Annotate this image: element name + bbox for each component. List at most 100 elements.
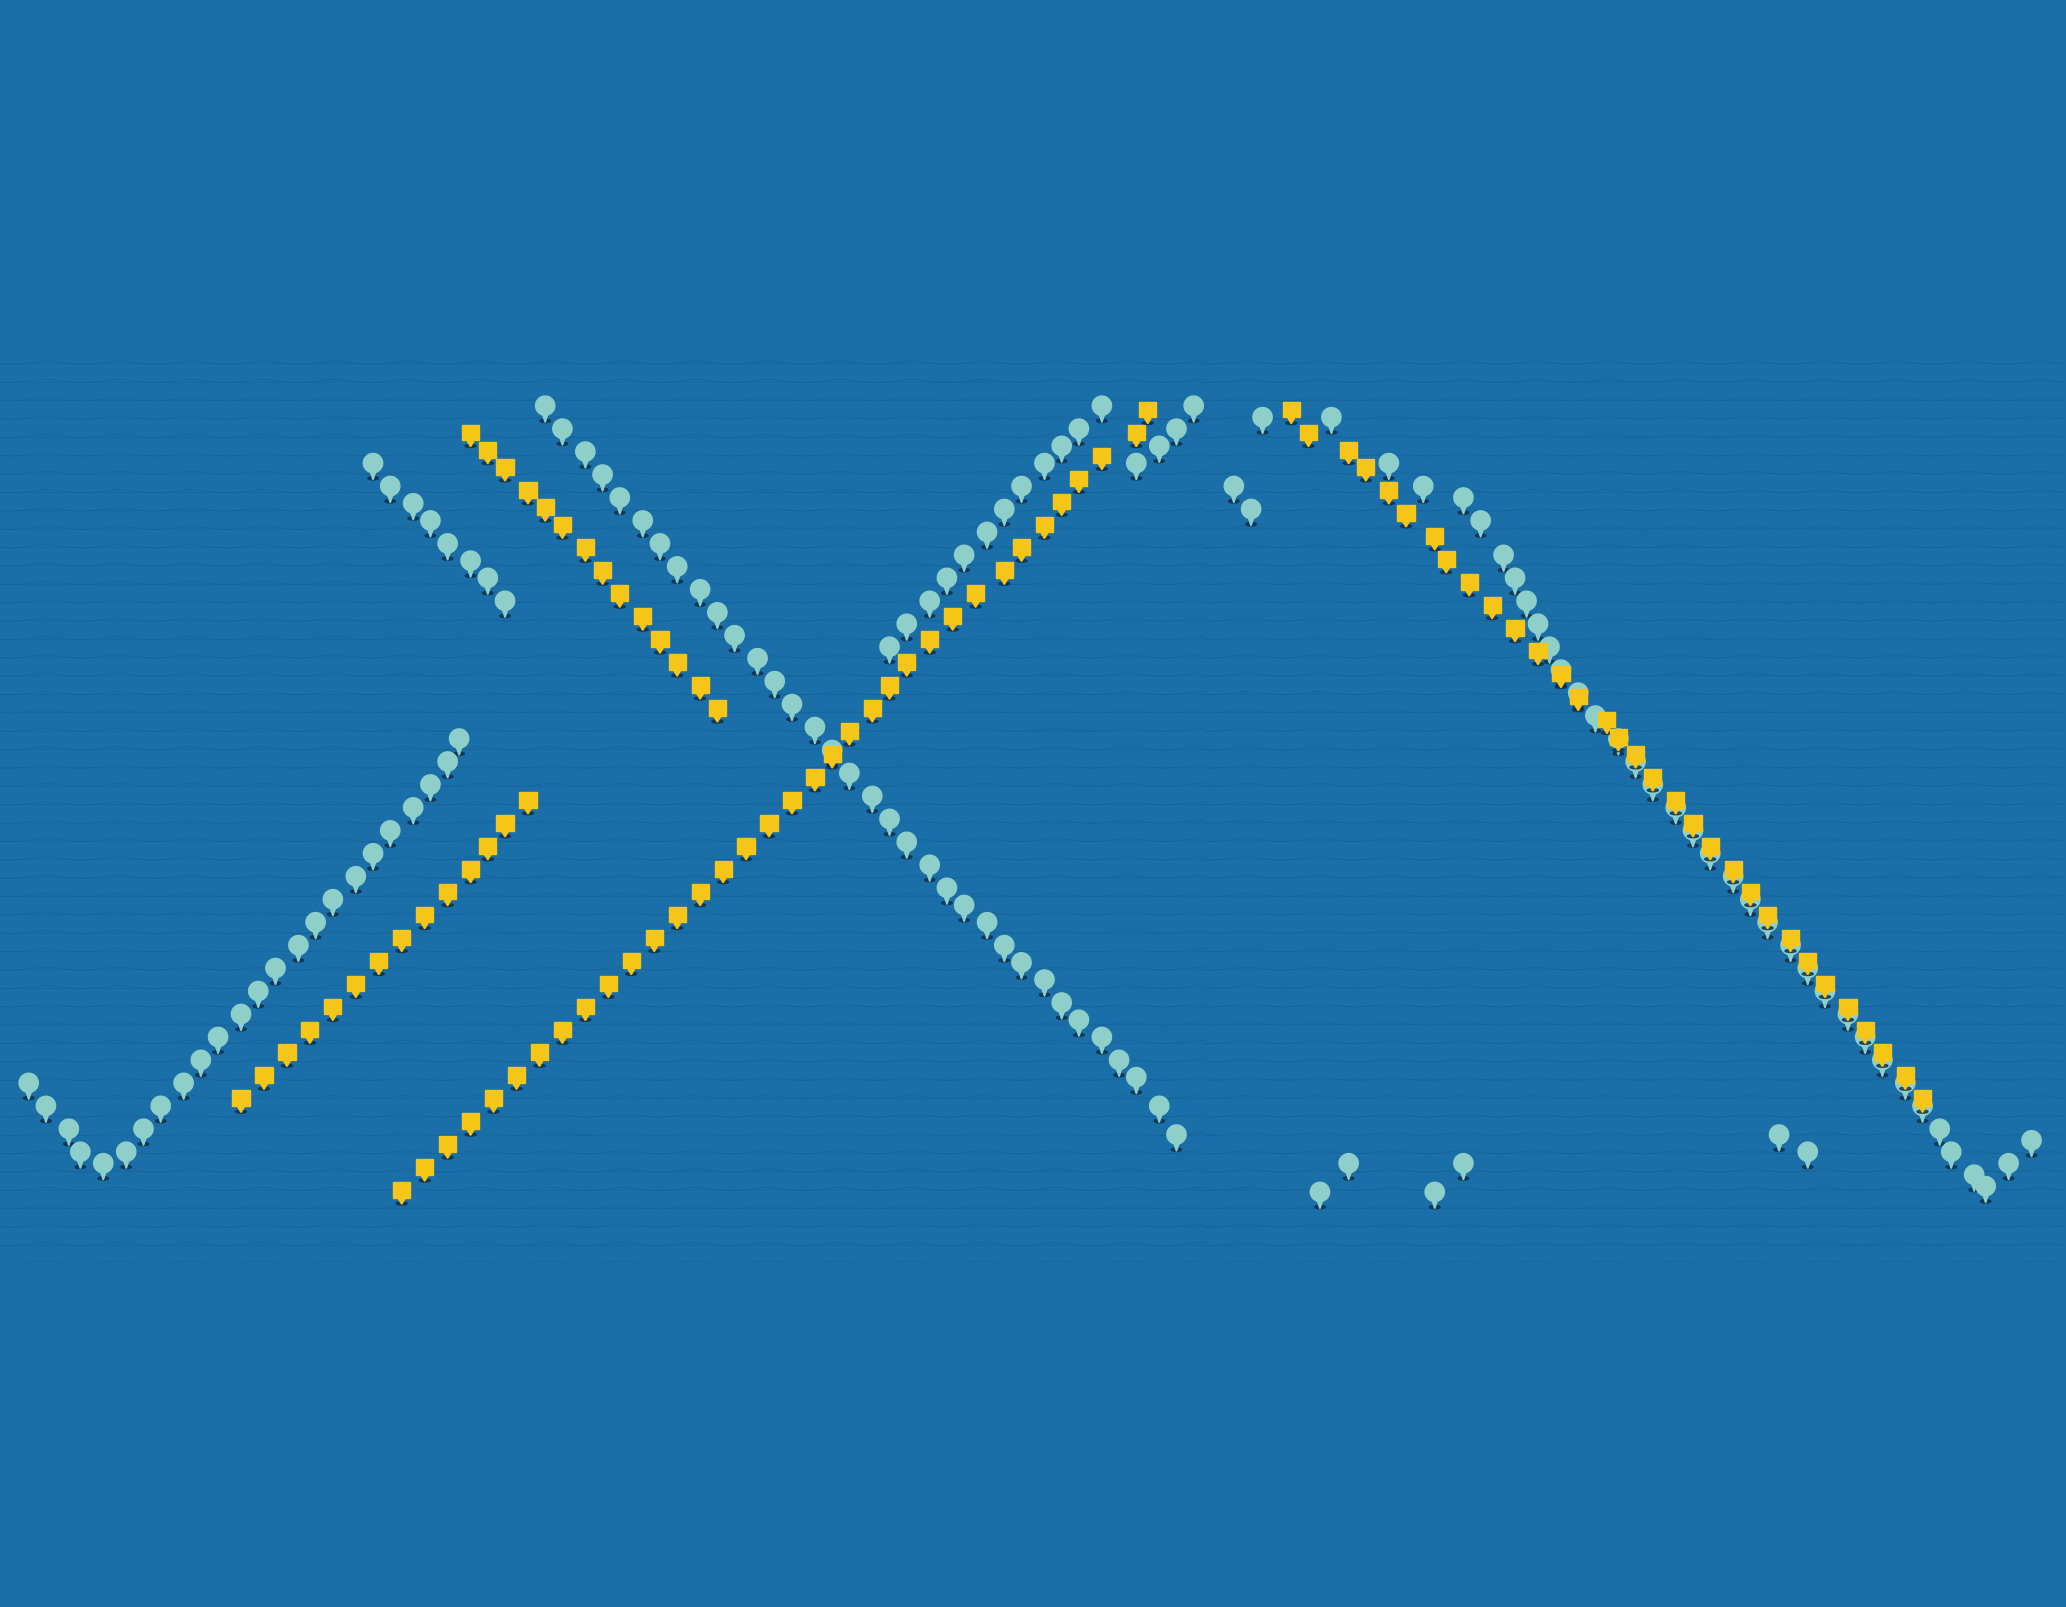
Polygon shape (1913, 1091, 1932, 1106)
Polygon shape (864, 701, 880, 715)
Polygon shape (2000, 1154, 2018, 1173)
Polygon shape (256, 1067, 273, 1083)
Polygon shape (868, 720, 878, 723)
Polygon shape (1874, 1045, 1890, 1061)
Polygon shape (543, 415, 547, 423)
Polygon shape (1019, 495, 1025, 503)
Polygon shape (1477, 529, 1483, 537)
Polygon shape (996, 562, 1012, 579)
Polygon shape (1459, 1176, 1469, 1180)
Polygon shape (669, 654, 686, 670)
Polygon shape (463, 1114, 479, 1130)
Polygon shape (1934, 1143, 1944, 1146)
Polygon shape (1901, 1088, 1911, 1090)
Polygon shape (1591, 730, 1601, 733)
Polygon shape (134, 1118, 153, 1138)
Polygon shape (1287, 418, 1295, 424)
Polygon shape (1642, 775, 1663, 794)
Polygon shape (1969, 1188, 1979, 1191)
Polygon shape (1616, 747, 1622, 755)
Polygon shape (302, 1022, 318, 1037)
Polygon shape (1076, 1028, 1083, 1037)
Polygon shape (1442, 567, 1450, 574)
Polygon shape (1806, 1160, 1810, 1168)
Polygon shape (481, 461, 494, 464)
Polygon shape (928, 609, 932, 617)
Polygon shape (1948, 1160, 1954, 1168)
Polygon shape (1802, 982, 1814, 985)
Polygon shape (640, 529, 645, 537)
Polygon shape (632, 511, 653, 530)
Polygon shape (2004, 1176, 2014, 1180)
Polygon shape (773, 689, 777, 697)
Polygon shape (1671, 821, 1682, 824)
Polygon shape (826, 763, 837, 767)
Polygon shape (496, 460, 514, 474)
Polygon shape (954, 545, 973, 564)
Polygon shape (581, 1019, 591, 1022)
Polygon shape (374, 972, 384, 975)
Polygon shape (593, 464, 612, 484)
Polygon shape (1630, 775, 1640, 778)
Polygon shape (1707, 855, 1713, 860)
Polygon shape (79, 1160, 83, 1168)
Polygon shape (541, 516, 547, 521)
Polygon shape (1380, 453, 1399, 472)
Polygon shape (192, 1051, 211, 1070)
Polygon shape (1401, 525, 1411, 527)
Polygon shape (674, 672, 680, 677)
Polygon shape (1403, 522, 1409, 527)
Polygon shape (1506, 620, 1523, 635)
Polygon shape (1669, 812, 1682, 815)
Polygon shape (442, 775, 452, 778)
Polygon shape (1498, 569, 1508, 572)
Polygon shape (897, 614, 917, 633)
Polygon shape (901, 855, 911, 858)
Polygon shape (1000, 522, 1010, 525)
Polygon shape (1310, 1183, 1331, 1202)
Polygon shape (1116, 1069, 1122, 1077)
Polygon shape (1142, 421, 1153, 424)
Polygon shape (669, 906, 686, 922)
Polygon shape (1707, 861, 1713, 869)
Polygon shape (155, 1118, 165, 1123)
Polygon shape (1845, 1016, 1851, 1020)
Polygon shape (651, 947, 657, 951)
Polygon shape (1684, 815, 1702, 831)
Polygon shape (1012, 540, 1031, 554)
Polygon shape (824, 746, 841, 762)
Polygon shape (182, 1091, 186, 1099)
Polygon shape (1859, 1051, 1870, 1054)
Polygon shape (1413, 476, 1434, 495)
Polygon shape (421, 511, 440, 530)
Polygon shape (1097, 419, 1107, 423)
Polygon shape (370, 953, 386, 969)
Polygon shape (60, 1118, 79, 1138)
Polygon shape (1322, 408, 1341, 427)
Polygon shape (1225, 476, 1244, 495)
Polygon shape (1019, 556, 1025, 561)
Polygon shape (926, 648, 934, 654)
Polygon shape (1878, 1073, 1888, 1077)
Polygon shape (455, 752, 465, 755)
Polygon shape (1558, 683, 1564, 688)
Polygon shape (236, 1110, 246, 1114)
Polygon shape (1843, 1019, 1853, 1022)
Polygon shape (306, 1038, 314, 1043)
Polygon shape (322, 890, 343, 910)
Polygon shape (1702, 837, 1719, 853)
Polygon shape (1630, 767, 1640, 768)
Polygon shape (1386, 472, 1392, 480)
Polygon shape (1742, 884, 1758, 900)
Polygon shape (1246, 522, 1256, 525)
Polygon shape (787, 812, 797, 815)
Polygon shape (1500, 564, 1506, 572)
Polygon shape (1384, 477, 1395, 480)
Polygon shape (766, 832, 773, 837)
Polygon shape (1359, 479, 1372, 482)
Polygon shape (399, 947, 405, 951)
Polygon shape (599, 975, 618, 992)
Polygon shape (1430, 548, 1440, 551)
Polygon shape (1529, 614, 1547, 633)
Polygon shape (196, 1073, 207, 1077)
